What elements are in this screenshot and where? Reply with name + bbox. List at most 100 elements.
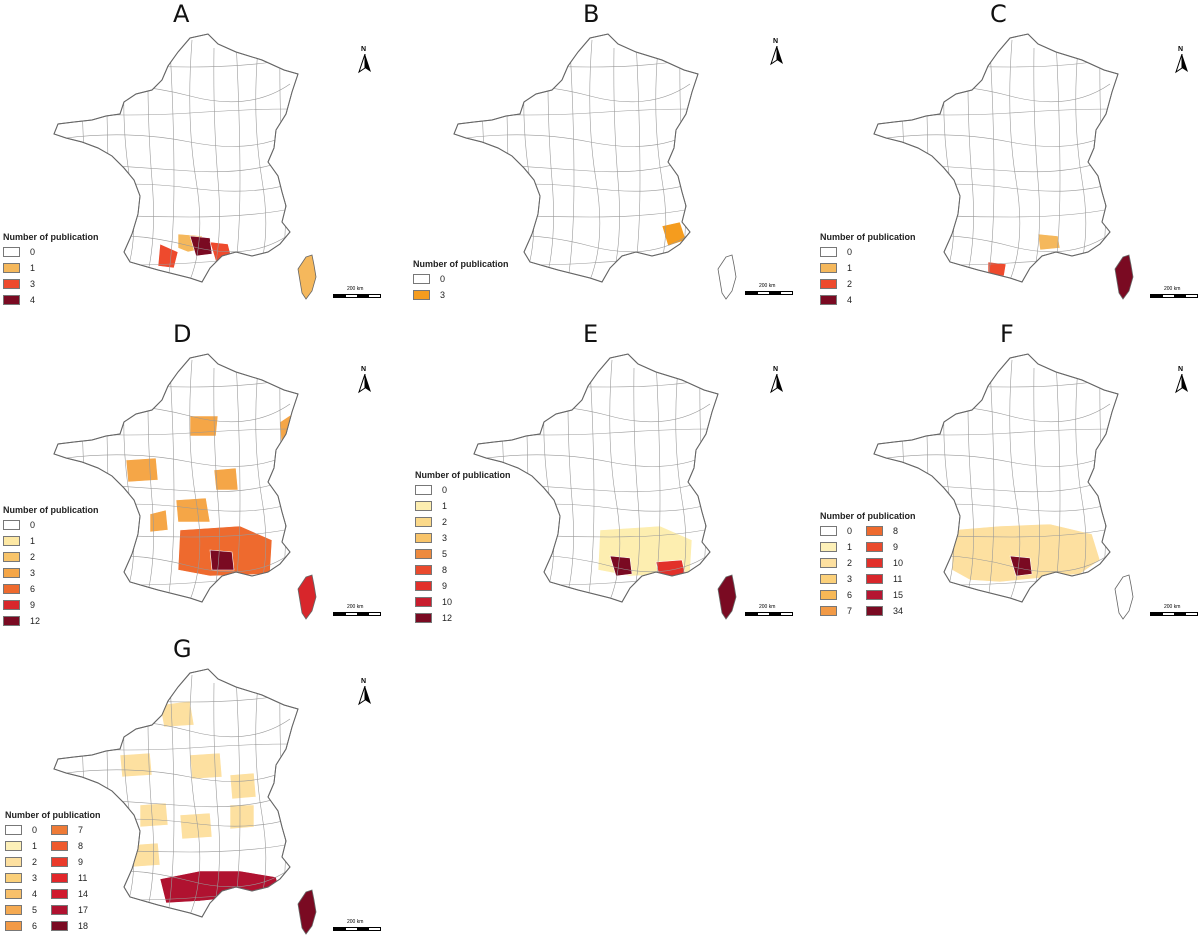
legend-item: 9: [866, 541, 903, 552]
france-choropleth-map: [873, 353, 1119, 603]
north-arrow-icon: N: [1175, 366, 1189, 394]
legend-swatch: [820, 246, 837, 257]
scale-label: 200 km: [759, 604, 776, 610]
legend-item: 0: [820, 525, 852, 536]
legend-item: 1: [5, 840, 37, 851]
legend-item: 1: [3, 535, 40, 546]
north-label: N: [361, 366, 367, 373]
legend-item: 10: [866, 557, 903, 568]
france-choropleth-map: [53, 33, 299, 283]
legend-title: Number of publication: [415, 470, 511, 480]
department-border: [189, 39, 201, 281]
department-border: [1075, 367, 1087, 601]
legend-label: 2: [442, 516, 448, 527]
legend-label: 9: [30, 599, 36, 610]
legend-item: 8: [51, 840, 88, 851]
map-legend: Number of publication 0 1 2 3 6 7 8 9 10 11 15 34: [820, 511, 916, 616]
legend-swatch: [3, 294, 20, 305]
department-border: [65, 453, 291, 467]
legend-title: Number of publication: [413, 259, 509, 269]
region-whole-country-scattered: [189, 752, 223, 780]
north-label: N: [1178, 46, 1184, 53]
legend-label: 18: [78, 920, 89, 931]
legend-label: 4: [847, 294, 853, 305]
legend-label: 6: [32, 920, 38, 931]
department-border: [101, 39, 109, 281]
legend-label: 14: [78, 888, 89, 899]
legend-label: 7: [847, 605, 853, 616]
scale-bar: 200 km: [1150, 604, 1198, 619]
legend-swatch: [866, 573, 884, 584]
france-outline: [453, 33, 699, 283]
legend-title: Number of publication: [3, 232, 99, 242]
map-legend: Number of publication 0 1 2 3 6 9 12: [3, 505, 99, 626]
legend-label: 17: [78, 904, 89, 915]
legend-item: 1: [820, 541, 852, 552]
department-border: [1009, 359, 1021, 601]
legend-swatch: [3, 567, 20, 578]
legend-item: 10: [415, 596, 452, 607]
legend-swatch: [5, 840, 22, 851]
legend-item: 18: [51, 920, 88, 931]
legend-item: 11: [51, 872, 88, 883]
department-border: [921, 39, 929, 281]
legend-item: 7: [51, 824, 88, 835]
department-border: [167, 367, 175, 601]
department-border: [987, 47, 995, 281]
legend-label: 12: [30, 615, 41, 626]
north-arrow-icon: N: [770, 38, 784, 66]
legend-label: 4: [32, 888, 38, 899]
region-corsica: [717, 574, 737, 620]
legend-label: 6: [847, 589, 853, 600]
legend-item: 8: [866, 525, 903, 536]
legend-swatch: [51, 888, 69, 899]
legend-label: 5: [442, 548, 448, 559]
legend-label: 0: [847, 525, 853, 536]
map-legend: Number of publication 0 1 2 3 4 5 6 7 8 9 11 14 17 18: [5, 810, 101, 931]
legend-label: 10: [442, 596, 453, 607]
legend-title: Number of publication: [820, 511, 916, 521]
region-whole-country-scattered: [179, 812, 213, 840]
corsica-inset: [297, 889, 317, 935]
legend-label: 7: [78, 824, 84, 835]
department-border: [101, 359, 109, 601]
scale-bar: 200 km: [745, 283, 793, 298]
legend-label: 0: [442, 484, 448, 495]
legend-swatch: [51, 856, 69, 867]
legend-swatch: [5, 856, 22, 867]
legend-item: 15: [866, 589, 903, 600]
legend-label: 11: [893, 573, 903, 584]
legend-label: 0: [32, 824, 38, 835]
department-border: [885, 133, 1111, 147]
panel-letter: B: [583, 0, 600, 28]
legend-item: 2: [415, 516, 452, 527]
legend-swatch: [415, 612, 432, 623]
legend-swatch: [415, 548, 432, 559]
legend-swatch: [51, 920, 69, 931]
legend-item: 3: [820, 573, 852, 584]
panel-letter: G: [173, 635, 192, 663]
legend-swatch: [3, 551, 20, 562]
legend-item: 2: [820, 278, 852, 289]
legend-swatch: [820, 294, 837, 305]
legend-label: 3: [442, 532, 448, 543]
region-south-coast: [159, 870, 281, 904]
scale-label: 200 km: [347, 604, 364, 610]
legend-swatch: [3, 535, 20, 546]
legend-swatch: [415, 580, 432, 591]
legend-label: 15: [893, 589, 904, 600]
department-border: [465, 133, 691, 147]
legend-swatch: [3, 583, 20, 594]
legend-swatch: [820, 557, 837, 568]
france-choropleth-map: [453, 33, 699, 283]
legend-item: 0: [415, 484, 452, 495]
legend-swatch: [820, 262, 837, 273]
legend-swatch: [820, 573, 837, 584]
region-corsica: [717, 254, 737, 300]
legend-label: 34: [893, 605, 904, 616]
department-border: [255, 47, 267, 281]
legend-label: 8: [442, 564, 448, 575]
region-whole-country-scattered: [229, 772, 257, 800]
legend-item: 6: [5, 920, 37, 931]
north-arrow-icon: N: [358, 678, 372, 706]
